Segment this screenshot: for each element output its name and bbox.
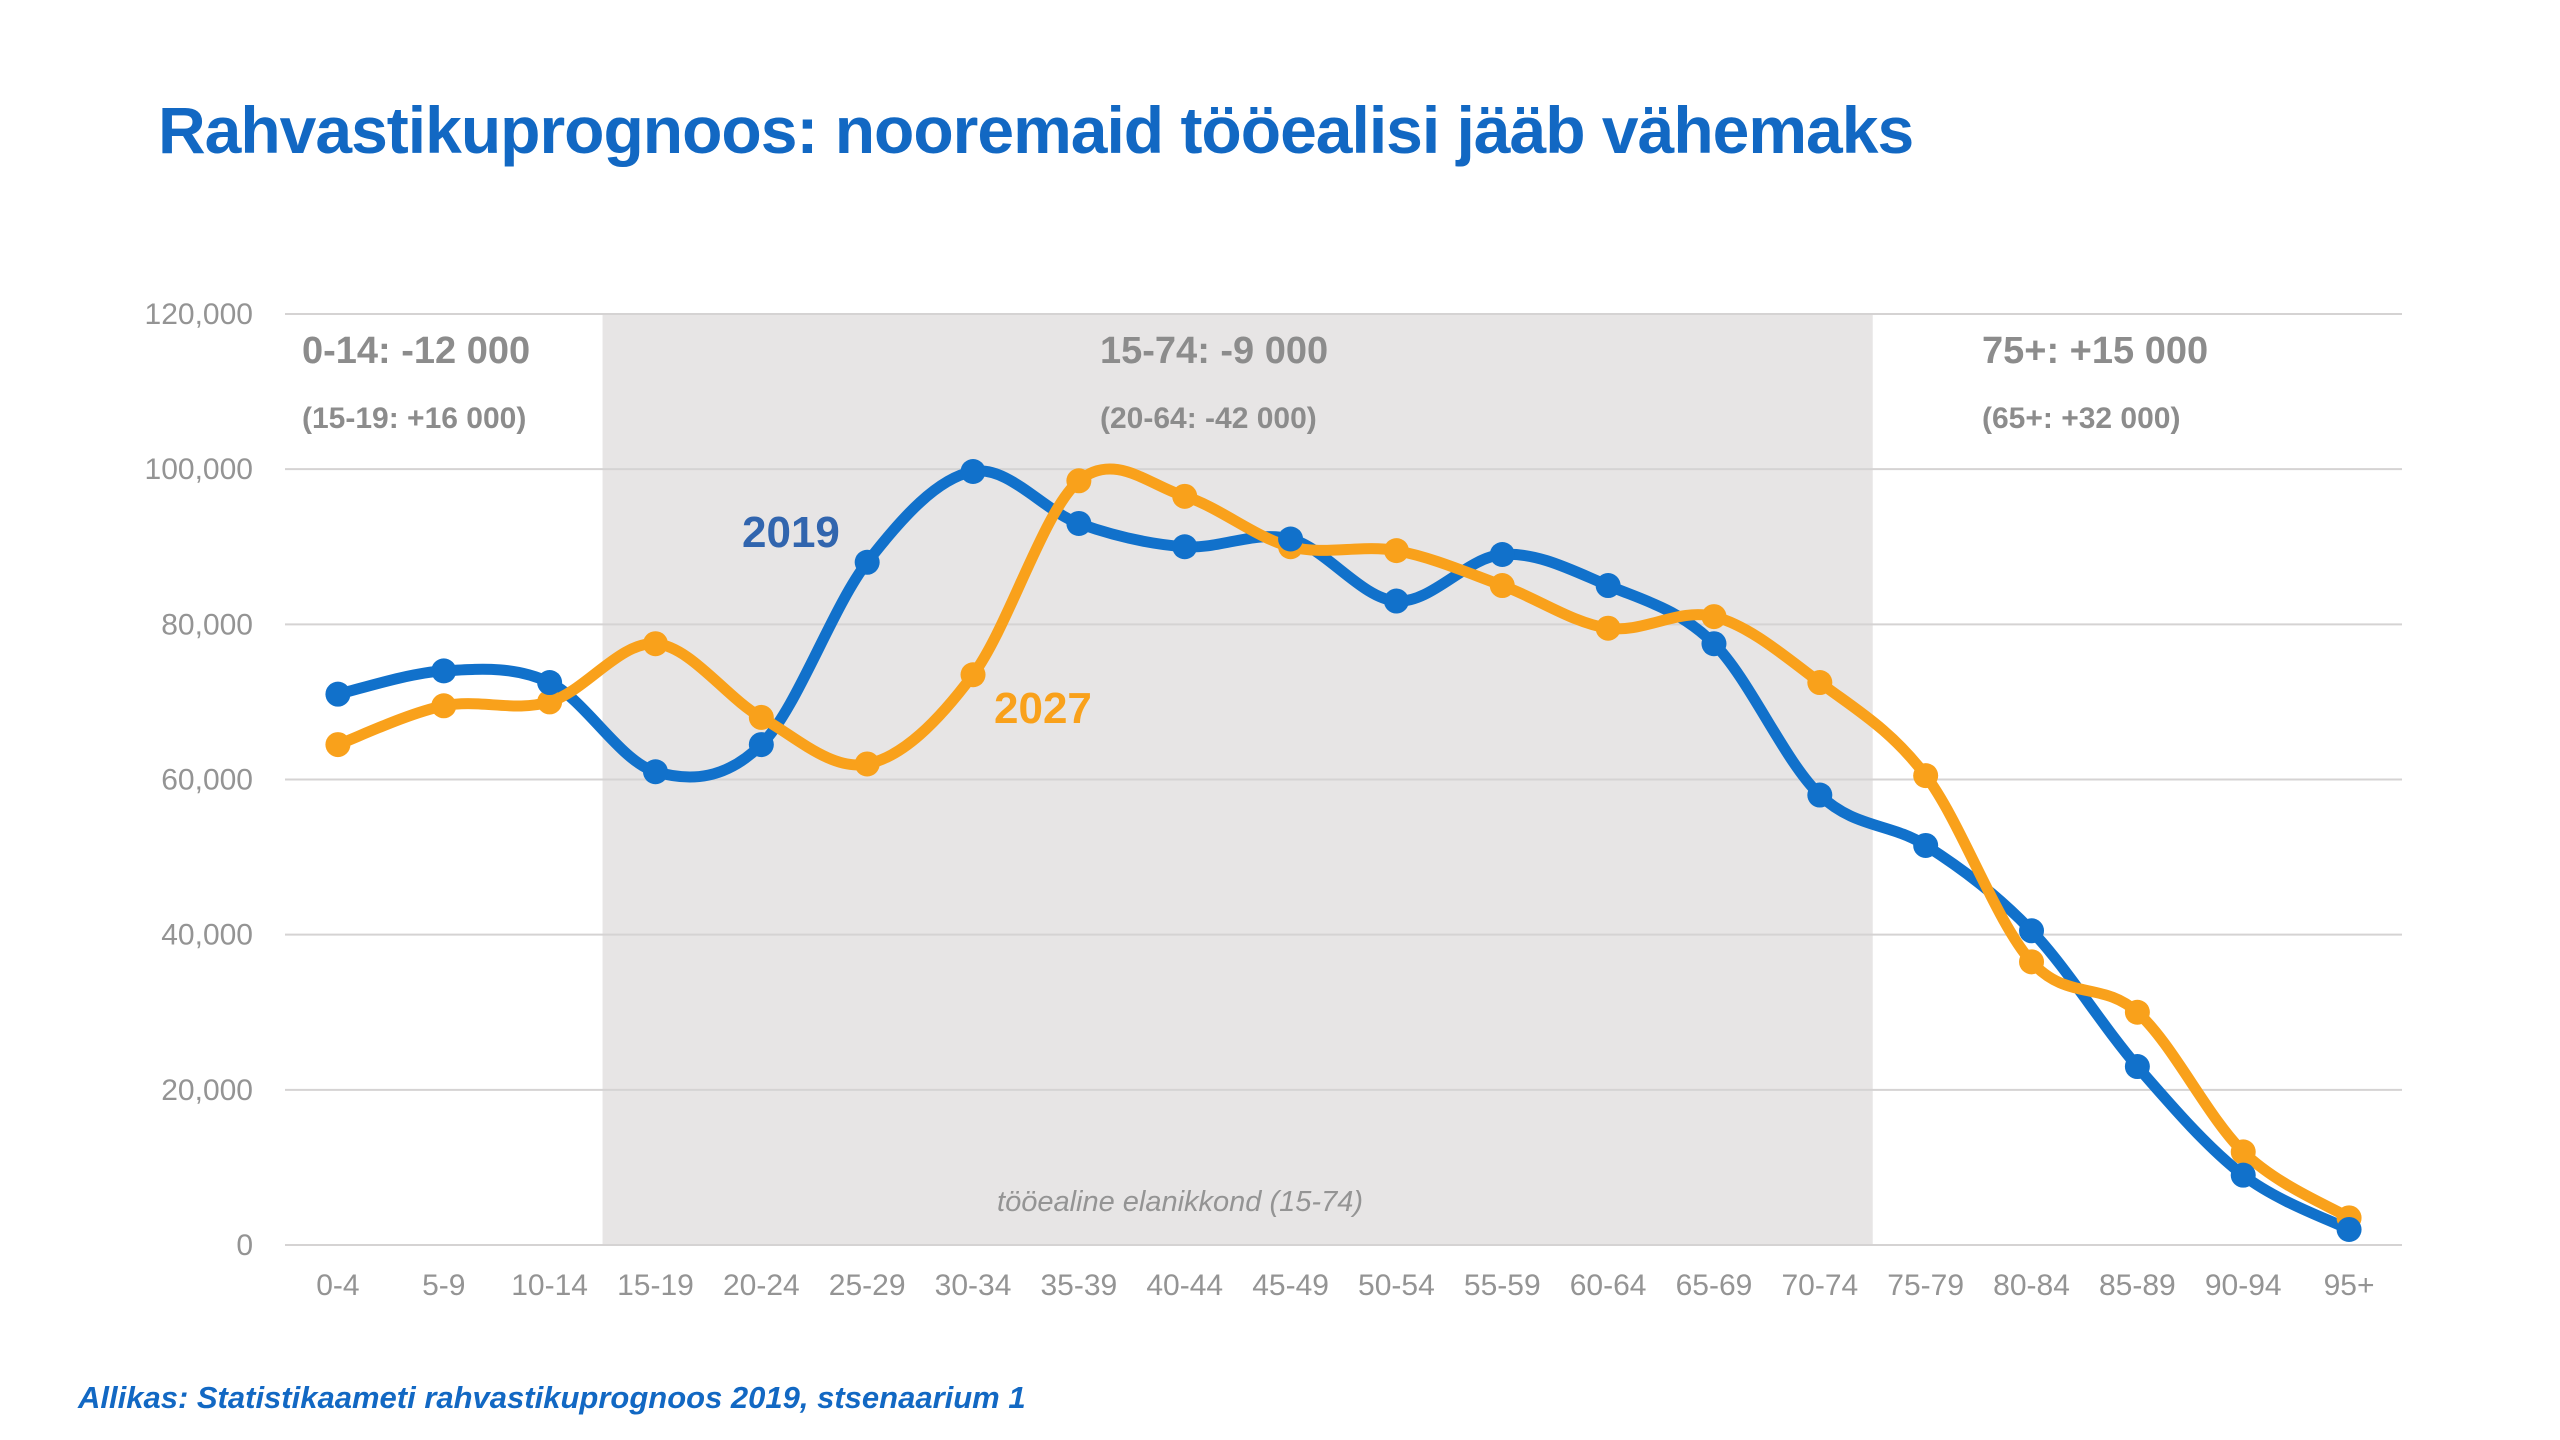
series-2027-marker	[1489, 573, 1515, 599]
series-2027-marker	[642, 631, 668, 657]
annotation-15-74: 15-74: -9 000	[1100, 330, 1329, 372]
series-2027-marker	[2124, 999, 2150, 1025]
series-2027-marker	[1807, 670, 1833, 696]
y-tick-label: 20,000	[161, 1074, 253, 1107]
x-tick-label: 25-29	[829, 1269, 906, 1302]
series-2019-marker	[642, 759, 668, 785]
x-tick-label: 40-44	[1146, 1269, 1223, 1302]
series-2027-marker	[537, 689, 563, 715]
x-tick-label: 55-59	[1464, 1269, 1541, 1302]
x-tick-label: 0-4	[316, 1269, 359, 1302]
x-tick-label: 65-69	[1676, 1269, 1753, 1302]
x-tick-label: 75-79	[1887, 1269, 1964, 1302]
x-tick-label: 50-54	[1358, 1269, 1435, 1302]
annotation-0-14: 0-14: -12 000	[302, 330, 531, 372]
series-2027-marker	[748, 704, 774, 730]
x-tick-label: 90-94	[2205, 1269, 2282, 1302]
series-2019-marker	[1701, 631, 1727, 657]
x-tick-label: 35-39	[1041, 1269, 1118, 1302]
series-2019-marker	[325, 681, 351, 707]
x-tick-label: 70-74	[1781, 1269, 1858, 1302]
annotation-15-19: (15-19: +16 000)	[302, 402, 527, 435]
annotation-65-plus: (65+: +32 000)	[1982, 402, 2181, 435]
series-2019-marker	[2019, 918, 2045, 944]
series-2027-marker	[2230, 1139, 2256, 1165]
series-2019-marker	[431, 658, 457, 684]
series-2027-marker	[431, 693, 457, 719]
series-2019-marker	[1066, 510, 1092, 536]
x-tick-label: 30-34	[935, 1269, 1012, 1302]
series-2027-marker	[1066, 468, 1092, 494]
series-2027-marker	[1913, 763, 1939, 789]
series-label-2027: 2027	[994, 684, 1092, 733]
y-tick-label: 0	[236, 1229, 253, 1262]
annotation-75-plus: 75+: +15 000	[1982, 330, 2209, 372]
series-2019-marker	[1807, 782, 1833, 808]
x-tick-label: 80-84	[1993, 1269, 2070, 1302]
series-2027-marker	[1172, 483, 1198, 509]
series-2019-marker	[1278, 526, 1304, 552]
x-tick-label: 85-89	[2099, 1269, 2176, 1302]
x-tick-label: 95+	[2324, 1269, 2375, 1302]
y-tick-label: 60,000	[161, 764, 253, 797]
y-tick-label: 40,000	[161, 919, 253, 952]
x-tick-label: 20-24	[723, 1269, 800, 1302]
series-2019-marker	[2230, 1162, 2256, 1188]
series-2019-marker	[1595, 573, 1621, 599]
series-2019-marker	[1383, 588, 1409, 614]
x-tick-label: 5-9	[422, 1269, 465, 1302]
series-2019-marker	[537, 670, 563, 696]
series-2027-marker	[1701, 604, 1727, 630]
page-title: Rahvastikuprognoos: nooremaid tööealisi …	[158, 93, 1914, 167]
series-label-2019: 2019	[742, 508, 840, 557]
series-2027-marker	[2019, 949, 2045, 975]
x-tick-label: 45-49	[1252, 1269, 1329, 1302]
series-2019-marker	[748, 732, 774, 758]
series-2019-marker	[2124, 1054, 2150, 1080]
series-2019-marker	[960, 458, 986, 484]
x-tick-label: 60-64	[1570, 1269, 1647, 1302]
y-tick-label: 120,000	[145, 298, 253, 331]
x-tick-label: 15-19	[617, 1269, 694, 1302]
series-2027-marker	[325, 732, 351, 758]
series-2019-marker	[854, 549, 880, 575]
series-2019-marker	[1489, 542, 1515, 568]
working-age-band-label: tööealine elanikkond (15-74)	[997, 1186, 1363, 1218]
series-2027-marker	[960, 662, 986, 688]
series-2027-marker	[1383, 538, 1409, 564]
series-2027-marker	[1595, 615, 1621, 641]
source-note: Allikas: Statistikaameti rahvastikuprogn…	[78, 1380, 1026, 1415]
series-2027-marker	[854, 751, 880, 777]
x-tick-label: 10-14	[511, 1269, 588, 1302]
series-2019-marker	[1172, 534, 1198, 560]
series-2019-marker	[1913, 832, 1939, 858]
series-2019-marker	[2336, 1216, 2362, 1242]
y-tick-label: 100,000	[145, 453, 253, 486]
annotation-20-64: (20-64: -42 000)	[1100, 402, 1317, 435]
y-tick-label: 80,000	[161, 608, 253, 641]
